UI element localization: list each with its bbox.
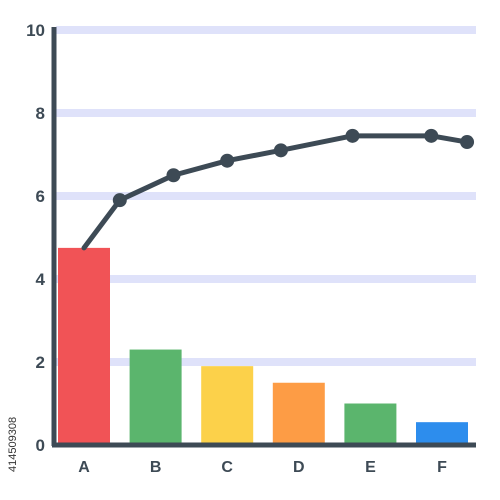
y-tick-labels: 0 2 4 6 8 10 [26, 21, 45, 455]
y-tick-label-10: 10 [26, 21, 45, 40]
y-tick-label-8: 8 [36, 104, 45, 123]
line-point-2 [166, 168, 181, 183]
cumulative-line [81, 128, 475, 251]
y-tick-label-6: 6 [36, 187, 45, 206]
gridline-6 [56, 192, 476, 200]
x-tick-labels: A B C D E F [78, 459, 447, 476]
x-tick-label-B: B [150, 459, 162, 476]
axes [51, 27, 476, 448]
x-tick-label-E: E [365, 459, 376, 476]
bar-B [129, 349, 182, 445]
x-tick-label-D: D [293, 459, 305, 476]
line-point-1 [112, 193, 127, 208]
gridline-4 [56, 275, 476, 283]
line-point-7 [460, 135, 475, 150]
bars [58, 247, 468, 445]
bar-C [201, 366, 254, 445]
gridline-8 [56, 109, 476, 117]
x-tick-label-F: F [437, 459, 447, 476]
gridlines [56, 26, 476, 366]
y-tick-label-2: 2 [36, 353, 45, 372]
line-point-4 [273, 143, 288, 158]
gridline-10 [56, 26, 476, 34]
gridline-2 [56, 358, 476, 366]
line-point-3 [220, 153, 235, 168]
x-tick-label-C: C [221, 459, 233, 476]
bar-F [416, 422, 468, 445]
line-point-6 [424, 128, 439, 143]
side-id-text: 414509308 [7, 417, 19, 472]
x-tick-label-A: A [78, 459, 90, 476]
y-tick-label-4: 4 [36, 270, 46, 289]
y-tick-label-0: 0 [36, 436, 45, 455]
bar-D [272, 382, 325, 445]
cumulative-line-path [81, 133, 470, 251]
line-point-5 [345, 128, 360, 143]
bar-E [344, 403, 397, 445]
bar-A [58, 247, 110, 445]
